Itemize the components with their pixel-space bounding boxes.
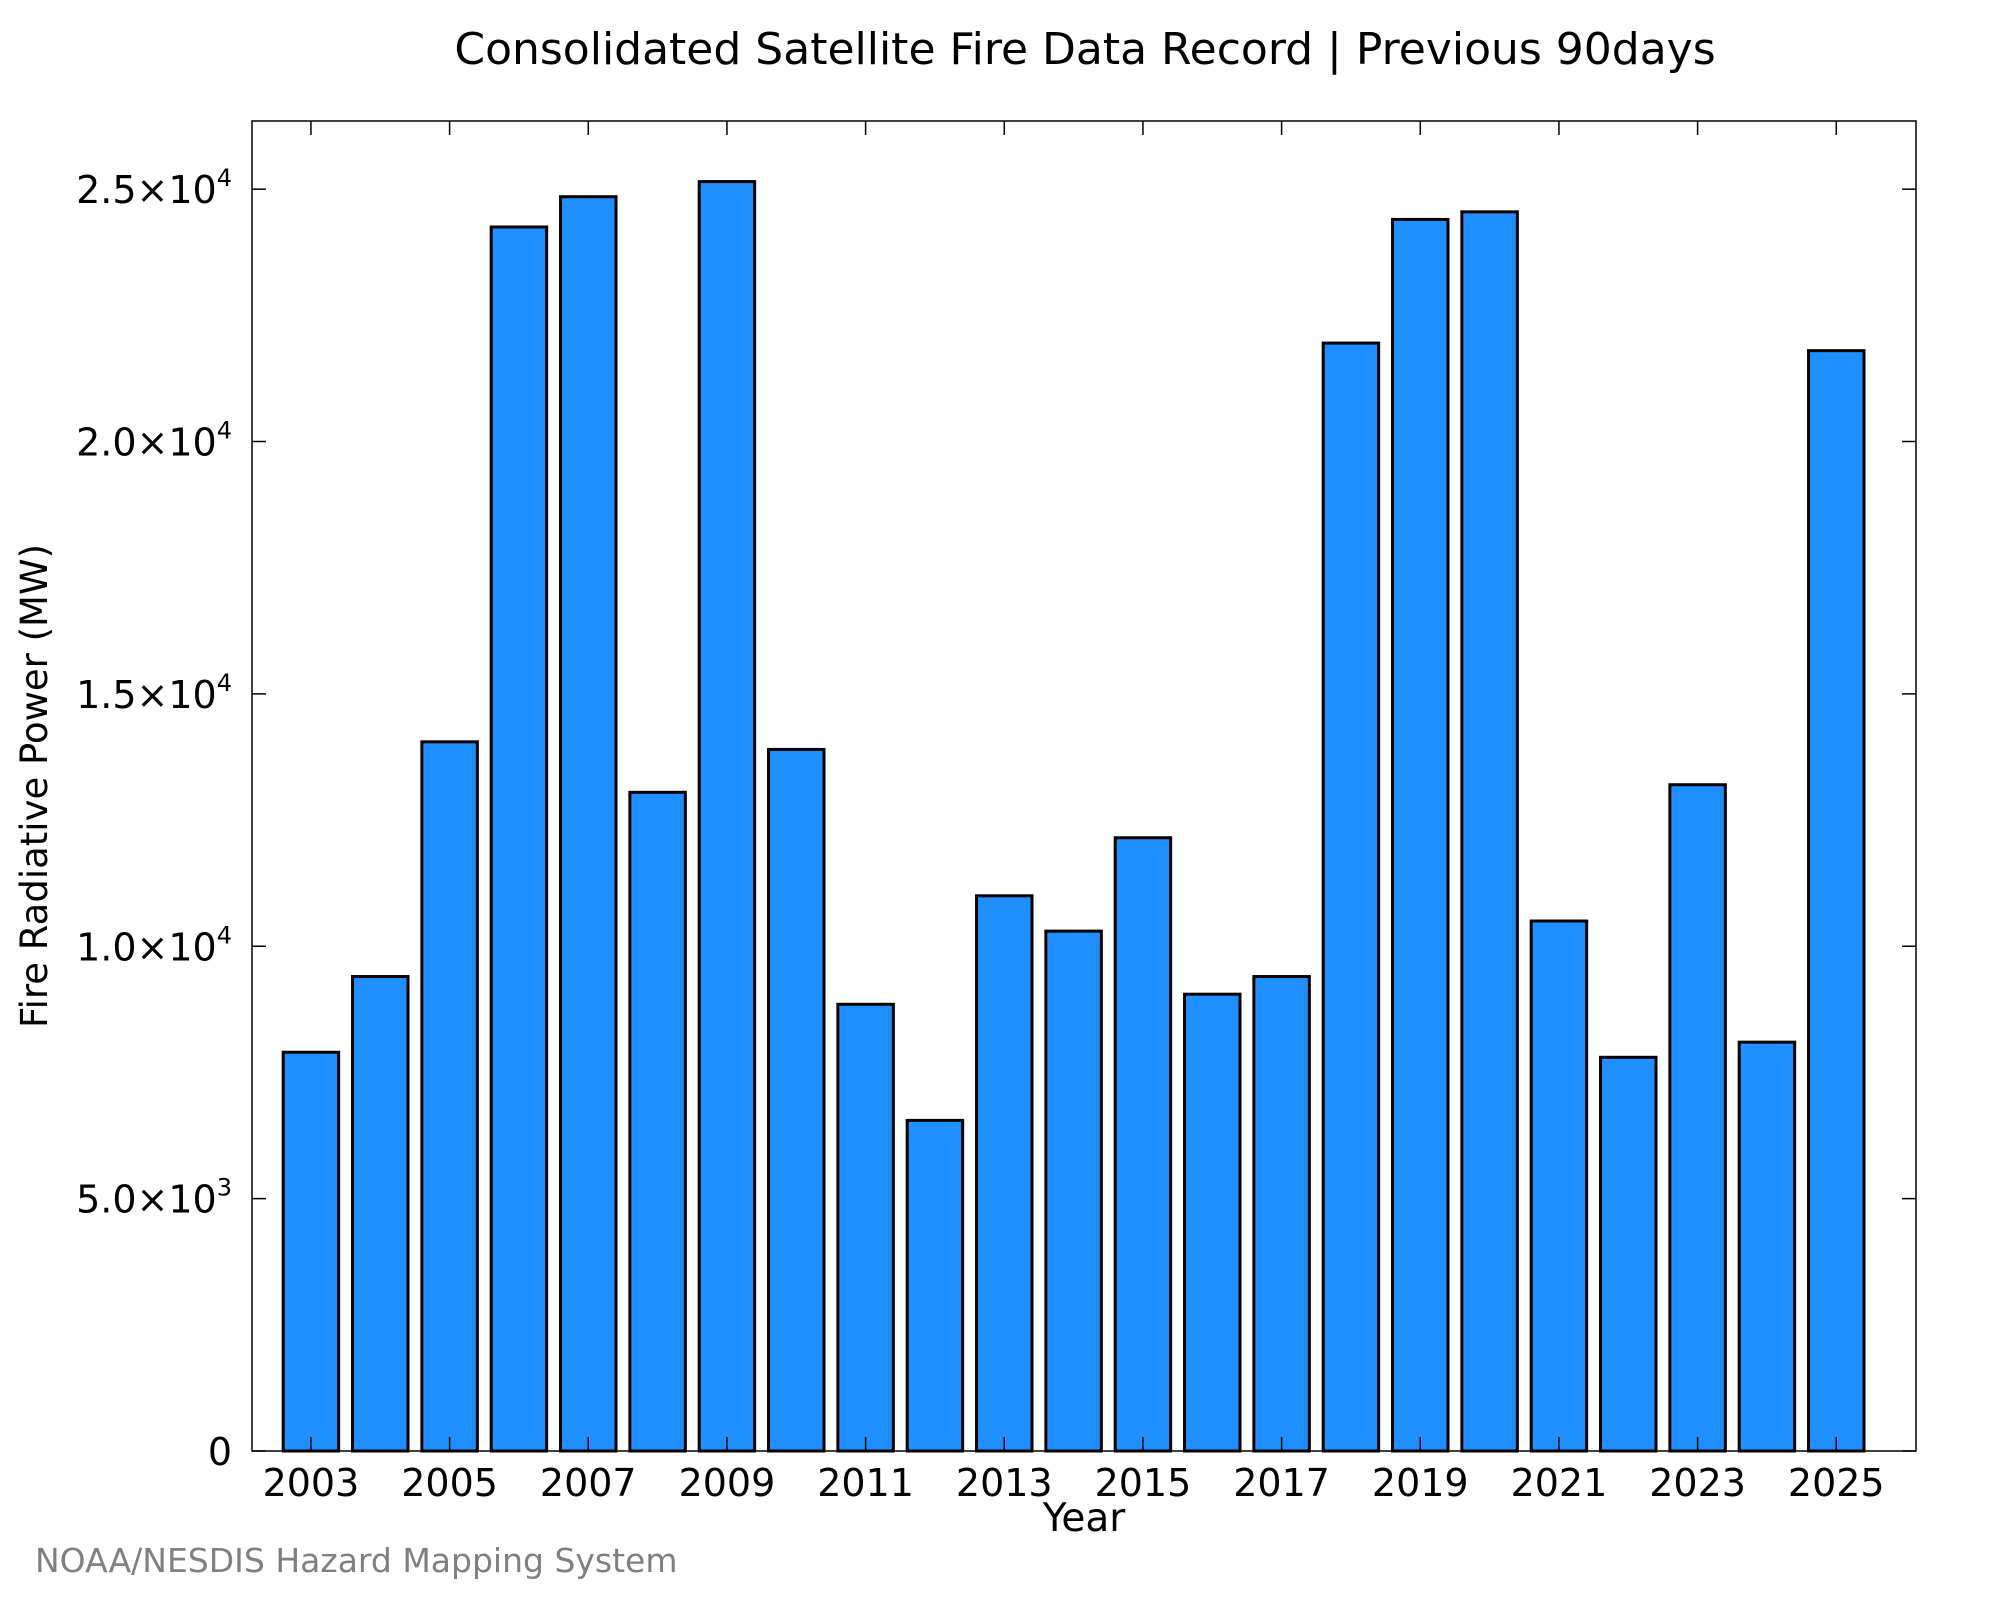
bar-2024: [1737, 1040, 1797, 1453]
y-axis-label: Fire Radiative Power (MW): [13, 544, 56, 1028]
bar-2006: [489, 225, 549, 1453]
x-tick-label: 2015: [1095, 1461, 1192, 1505]
y-tick-label: 0: [208, 1430, 232, 1474]
bar-2012: [905, 1118, 965, 1453]
bar-2025: [1807, 349, 1866, 1453]
bar-2022: [1599, 1055, 1658, 1453]
bar-2017: [1252, 975, 1311, 1453]
bar-2007: [559, 195, 618, 1453]
plot-frame: [251, 120, 1917, 1452]
x-tick-label: 2019: [1372, 1461, 1469, 1505]
bar-2019: [1391, 217, 1450, 1453]
x-tick-label: 2003: [263, 1461, 360, 1505]
y-tick-label: 2.5×104: [76, 164, 232, 212]
x-tick-label: 2005: [401, 1461, 498, 1505]
bar-2015: [1113, 836, 1173, 1453]
bar-2003: [281, 1050, 341, 1453]
y-tick-label: 2.0×104: [76, 417, 232, 465]
bar-2014: [1044, 929, 1103, 1453]
x-axis-label: Year: [1042, 1496, 1127, 1541]
bar-2005: [420, 740, 479, 1453]
y-tick-label: 1.5×104: [76, 669, 232, 717]
y-tick-label: 5.0×103: [76, 1174, 232, 1222]
x-tick-label: 2021: [1511, 1461, 1608, 1505]
chart-title: Consolidated Satellite Fire Data Record …: [454, 24, 1715, 75]
bar-2004: [351, 975, 410, 1453]
x-tick-labels: 2003 2005 2007 2009 2011 2013 2015 2017 2019 2021…: [263, 1461, 1885, 1505]
bar-2008: [628, 790, 687, 1453]
bars-layer: [281, 180, 1866, 1453]
bar-2020: [1460, 210, 1519, 1453]
x-tick-label: 2013: [956, 1461, 1053, 1505]
credit-text: NOAA/NESDIS Hazard Mapping System: [35, 1541, 678, 1580]
y-tick-label: 1.0×104: [76, 921, 232, 969]
bar-2016: [1183, 992, 1242, 1453]
x-tick-label: 2023: [1649, 1461, 1746, 1505]
bar-2010: [767, 747, 826, 1453]
bar-2018: [1321, 341, 1381, 1453]
x-tick-label: 2017: [1233, 1461, 1330, 1505]
bar-2013: [975, 894, 1034, 1453]
x-tick-label: 2009: [679, 1461, 776, 1505]
bar-2023: [1668, 783, 1727, 1453]
x-tick-label: 2025: [1788, 1461, 1885, 1505]
bar-2009: [697, 180, 757, 1453]
x-tick-label: 2011: [817, 1461, 914, 1505]
ticks-layer: [252, 121, 1916, 1452]
bar-2021: [1529, 919, 1589, 1453]
bar-2011: [836, 1002, 895, 1453]
x-tick-label: 2007: [540, 1461, 637, 1505]
y-tick-labels: 0 5.0×103 1.0×104 1.5×104 2.0×104 2.5×104: [76, 164, 232, 1474]
